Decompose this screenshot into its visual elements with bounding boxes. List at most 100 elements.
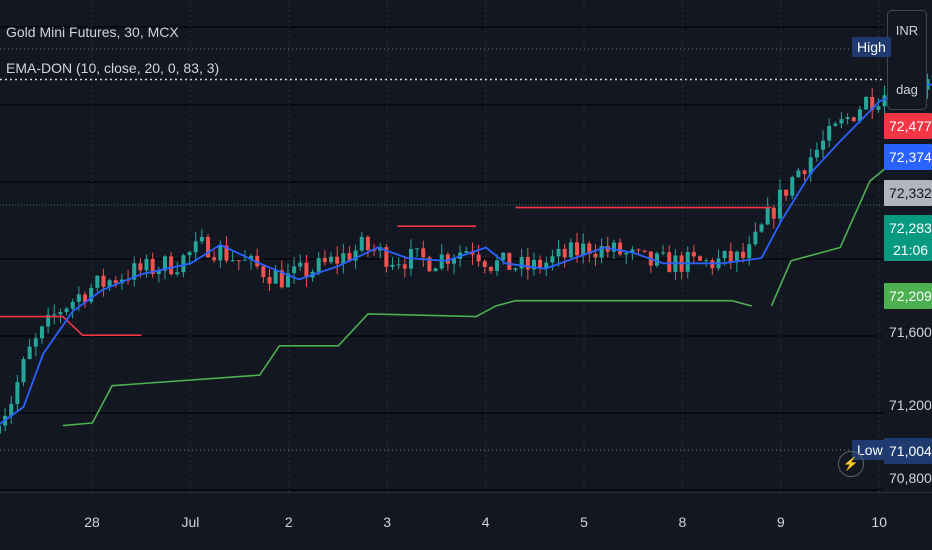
candle-body-91 [556, 248, 561, 257]
candle-body-136 [833, 123, 838, 126]
candle-body-115 [704, 260, 709, 262]
candle-body-78 [476, 254, 481, 262]
candle-body-84 [513, 268, 518, 270]
candle-body-69 [421, 248, 426, 258]
price-label-2: 72,332 [889, 185, 932, 201]
candle-body-129 [790, 177, 795, 196]
candle-body-16 [95, 275, 100, 288]
candle-body-55 [335, 256, 340, 264]
indicator-legend[interactable]: EMA-DON (10, close, 20, 0, 83, 3) [6, 60, 220, 76]
candle-body-60 [365, 236, 370, 251]
candle-body-128 [784, 189, 789, 196]
x-tick-label-4: 4 [482, 514, 490, 530]
candle-body-23 [138, 263, 143, 271]
price-label-box-5 [884, 438, 932, 464]
x-tick-label-1: Jul [181, 514, 199, 530]
candle-body-32 [193, 241, 198, 253]
candle-body-54 [329, 256, 334, 263]
x-tick-label-2: 2 [285, 514, 293, 530]
candle-body-97 [593, 254, 598, 258]
price-label-box-2 [884, 180, 932, 206]
candle-body-144 [882, 95, 887, 107]
candle-body-59 [359, 236, 364, 251]
candle-body-19 [113, 280, 118, 284]
candle-body-38 [230, 260, 235, 262]
candle-body-87 [531, 259, 536, 270]
candle-body-53 [322, 258, 327, 263]
price-label-3: 72,283 [889, 220, 932, 236]
candle-body-57 [347, 253, 352, 261]
candle-body-43 [261, 266, 266, 278]
candle-body-102 [624, 252, 629, 255]
candle-body-58 [353, 250, 358, 261]
candle-body-137 [839, 119, 844, 124]
price-label-box-3 [884, 215, 932, 261]
candle-body-0 [0, 425, 1, 434]
price-label-0: 72,477 [889, 118, 932, 134]
candle-body-33 [199, 236, 204, 242]
candle-body-36 [218, 245, 223, 261]
candle-body-28 [169, 256, 174, 275]
high-label: High [852, 37, 891, 57]
candle-body-139 [851, 117, 856, 122]
candle-body-94 [575, 242, 580, 256]
candle-body-105 [642, 250, 647, 252]
price-label-4: 72,209 [889, 288, 932, 304]
candle-body-143 [876, 106, 881, 110]
candle-body-142 [870, 97, 875, 110]
candle-body-95 [581, 243, 586, 256]
price-label-box-0 [884, 113, 932, 139]
candle-body-26 [156, 270, 161, 274]
candle-body-35 [212, 257, 217, 261]
candle-body-140 [857, 109, 862, 122]
candle-body-96 [587, 243, 592, 255]
candle-body-45 [273, 270, 278, 284]
candle-body-108 [661, 252, 666, 254]
candle-body-3 [15, 382, 20, 404]
candle-body-109 [667, 252, 672, 273]
candle-body-127 [777, 189, 782, 219]
candle-body-48 [292, 266, 297, 274]
candle-body-88 [538, 259, 543, 269]
candle-body-6 [33, 338, 38, 347]
x-tick-label-8: 10 [871, 514, 887, 530]
candle-body-9 [52, 314, 57, 316]
candle-body-39 [236, 260, 241, 262]
candle-body-104 [636, 249, 641, 251]
currency-label: INR [895, 23, 919, 38]
candle-body-100 [611, 242, 616, 252]
candle-body-18 [107, 280, 112, 287]
candle-body-34 [206, 236, 211, 258]
candle-body-68 [415, 248, 420, 250]
candle-body-114 [698, 256, 703, 261]
candle-body-5 [27, 346, 32, 360]
candle-body-14 [83, 294, 88, 302]
candle-body-113 [691, 252, 696, 257]
candle-body-92 [562, 248, 567, 258]
candle-body-73 [445, 254, 450, 264]
candle-body-133 [814, 149, 819, 158]
candle-body-52 [316, 258, 321, 272]
candle-body-17 [101, 275, 106, 287]
ema-line [0, 83, 932, 425]
candle-body-11 [64, 308, 69, 313]
symbol-legend[interactable]: Gold Mini Futures, 30, MCX [6, 24, 179, 40]
donchian-upper-0 [0, 315, 142, 336]
y-tick-label-0: 70,800 [889, 470, 932, 486]
currency-unit-menu[interactable]: INR dag [887, 10, 927, 110]
candle-body-98 [599, 246, 604, 258]
candle-body-83 [507, 252, 512, 270]
candle-body-103 [630, 249, 635, 253]
y-tick-label-1: 71,200 [889, 397, 932, 413]
candle-body-29 [175, 272, 180, 275]
x-tick-label-0: 28 [84, 514, 100, 530]
candle-body-42 [255, 255, 260, 267]
price-label-5: 71,004 [889, 443, 932, 459]
candle-body-65 [396, 264, 401, 266]
candle-body-7 [39, 326, 44, 339]
lightning-icon[interactable]: ⚡ [838, 451, 864, 477]
candle-body-141 [864, 97, 869, 110]
candle-body-63 [384, 247, 389, 267]
